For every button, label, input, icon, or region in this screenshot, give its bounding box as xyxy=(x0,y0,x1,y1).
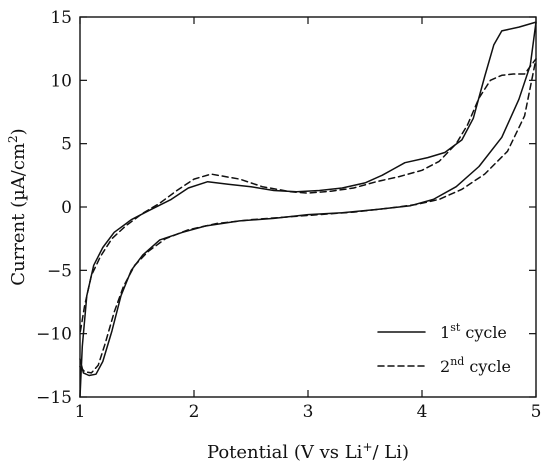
y-tick-label: 5 xyxy=(61,135,72,155)
x-tick-label: 1 xyxy=(75,402,86,422)
series-line-2nd-cycle xyxy=(79,58,537,374)
y-tick-label: 15 xyxy=(50,8,72,28)
series-line-1st-cycle xyxy=(79,21,537,398)
series-layer xyxy=(79,21,537,398)
x-tick-label: 2 xyxy=(189,402,200,422)
legend-label-1st-cycle: 1st cycle xyxy=(440,321,507,342)
y-tick-label: −15 xyxy=(36,388,72,408)
x-tick-label: 3 xyxy=(303,402,314,422)
y-tick-label: 10 xyxy=(50,71,72,91)
x-tick-label: 5 xyxy=(531,402,542,422)
y-axis-ticks: −15 −10 −5 0 5 10 15 xyxy=(36,8,536,408)
y-tick-label: −10 xyxy=(36,325,72,345)
y-tick-label: −5 xyxy=(47,261,72,281)
y-axis-label: Current (µA/cm2) xyxy=(6,128,29,285)
x-axis-label: Potential (V vs Li+/ Li) xyxy=(207,440,409,463)
legend: 1st cycle 2nd cycle xyxy=(377,321,511,376)
y-tick-label: 0 xyxy=(61,198,72,218)
legend-label-2nd-cycle: 2nd cycle xyxy=(440,355,511,376)
x-tick-label: 4 xyxy=(417,402,428,422)
